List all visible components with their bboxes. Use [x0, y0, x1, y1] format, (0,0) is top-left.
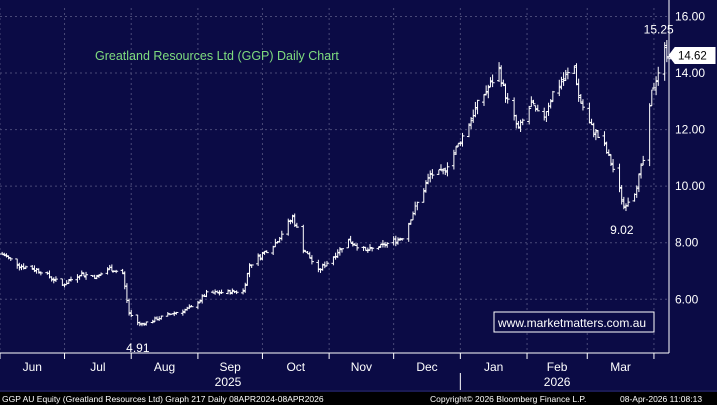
ohlc-bar: [475, 99, 480, 115]
ohlc-bar: [490, 74, 495, 88]
ohlc-bar: [641, 155, 646, 166]
x-month-label: Sep: [219, 360, 241, 374]
ohlc-bar: [114, 269, 119, 274]
ohlc-bar: [159, 315, 164, 320]
x-month-label: Jan: [484, 360, 503, 374]
ohlc-bar: [527, 105, 532, 125]
y-tick-label: 8.00: [675, 236, 699, 250]
last-price-label: 14.62: [678, 51, 707, 63]
ohlc-bar: [187, 304, 192, 310]
ohlc-bar: [505, 93, 510, 104]
x-year-label: 2025: [215, 375, 242, 389]
ohlc-bar: [520, 118, 525, 126]
x-month-label: Oct: [286, 360, 305, 374]
ohlc-bar: [99, 272, 104, 277]
ohlc-bar: [550, 90, 555, 103]
y-tick-label: 12.00: [675, 123, 705, 137]
ohlc-bar: [129, 310, 134, 318]
ohlc-bar: [460, 132, 465, 147]
grid-layer: [0, 8, 669, 353]
ohlc-bar: [105, 267, 110, 275]
ohlc-bar: [249, 264, 254, 268]
y-tick-label: 6.00: [675, 292, 699, 306]
annotation-label: 4.91: [126, 341, 150, 355]
annotation-label: 15.25: [644, 23, 674, 37]
ohlc-bar: [596, 130, 601, 138]
ohlc-bar: [370, 247, 375, 252]
ohlc-bar: [535, 104, 540, 112]
ohlc-bar: [580, 99, 585, 111]
ohlc-bar: [23, 265, 28, 270]
ohlc-bar: [639, 163, 644, 179]
x-year-label: 2026: [544, 375, 571, 389]
ohlc-bar: [8, 257, 13, 261]
ohlc-bar: [234, 290, 239, 295]
last-price-tag: 14.62: [668, 47, 716, 65]
x-month-label: Nov: [351, 360, 372, 374]
watermark-box: www.marketmatters.com.au: [493, 311, 655, 333]
last-price-arrow: [668, 47, 716, 65]
ohlc-bar: [189, 305, 194, 308]
ohlc-bar: [531, 99, 536, 105]
ohlc-bar: [656, 66, 661, 86]
ohlc-bar: [309, 255, 314, 265]
ohlc-bar: [68, 276, 73, 282]
ohlc-bar: [445, 162, 450, 177]
ohlc-bar: [400, 238, 405, 241]
ohlc-bars: [0, 40, 671, 327]
ohlc-bar: [486, 84, 491, 99]
ohlc-bar: [204, 289, 209, 298]
ohlc-bar: [279, 230, 284, 241]
x-month-label: Feb: [547, 360, 568, 374]
y-tick-label: 14.00: [675, 66, 705, 80]
annotation-label: 9.02: [610, 223, 634, 237]
ohlc-bar: [84, 271, 89, 280]
ohlc-bar: [430, 169, 435, 179]
ohlc-bar: [565, 67, 570, 80]
ohlc-bar: [53, 276, 58, 282]
x-month-label: Jul: [90, 360, 105, 374]
ohlc-bar: [174, 311, 179, 315]
ohlc-bar: [6, 255, 11, 260]
ohlc-bar: [264, 250, 269, 254]
x-month-label: Dec: [416, 360, 437, 374]
ohlc-bar: [415, 201, 420, 211]
x-month-label: Mar: [610, 360, 631, 374]
y-tick-label: 16.00: [675, 9, 705, 23]
watermark-text: www.marketmatters.com.au: [497, 316, 646, 330]
ohlc-bar: [144, 321, 149, 326]
chart-title: Greatland Resources Ltd (GGP) Daily Char…: [95, 49, 339, 63]
ohlc-bar: [611, 159, 616, 173]
ohlc-bar: [324, 260, 329, 267]
ohlc-bar: [230, 288, 235, 295]
ohlc-bar: [340, 248, 345, 253]
x-month-label: Jun: [23, 360, 42, 374]
ohlc-bar: [355, 243, 360, 251]
labels-layer: 6.00 8.00 10.00 12.00 14.00 16.00 Jun Jul Aug Sep…: [23, 9, 706, 389]
ohlc-bar: [294, 222, 299, 228]
ohlc-bar: [626, 197, 631, 207]
x-month-label: Aug: [154, 360, 175, 374]
ohlc-bar: [219, 289, 224, 295]
y-tick-label: 10.00: [675, 179, 705, 193]
ohlc-bar: [649, 89, 654, 107]
ohlc-bar: [38, 271, 43, 276]
axes-layer: [0, 0, 717, 392]
ohlc-bar: [337, 247, 342, 256]
ohlc-bar: [385, 242, 390, 248]
